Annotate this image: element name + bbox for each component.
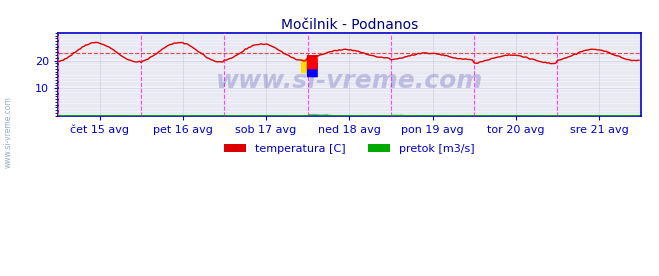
Text: █: █ xyxy=(306,63,317,77)
Text: █: █ xyxy=(301,59,311,73)
Legend: temperatura [C], pretok [m3/s]: temperatura [C], pretok [m3/s] xyxy=(219,139,479,158)
Text: █: █ xyxy=(306,55,317,69)
Title: Močilnik - Podnanos: Močilnik - Podnanos xyxy=(281,18,418,32)
Text: www.si-vreme.com: www.si-vreme.com xyxy=(3,97,13,168)
Text: www.si-vreme.com: www.si-vreme.com xyxy=(215,69,483,93)
